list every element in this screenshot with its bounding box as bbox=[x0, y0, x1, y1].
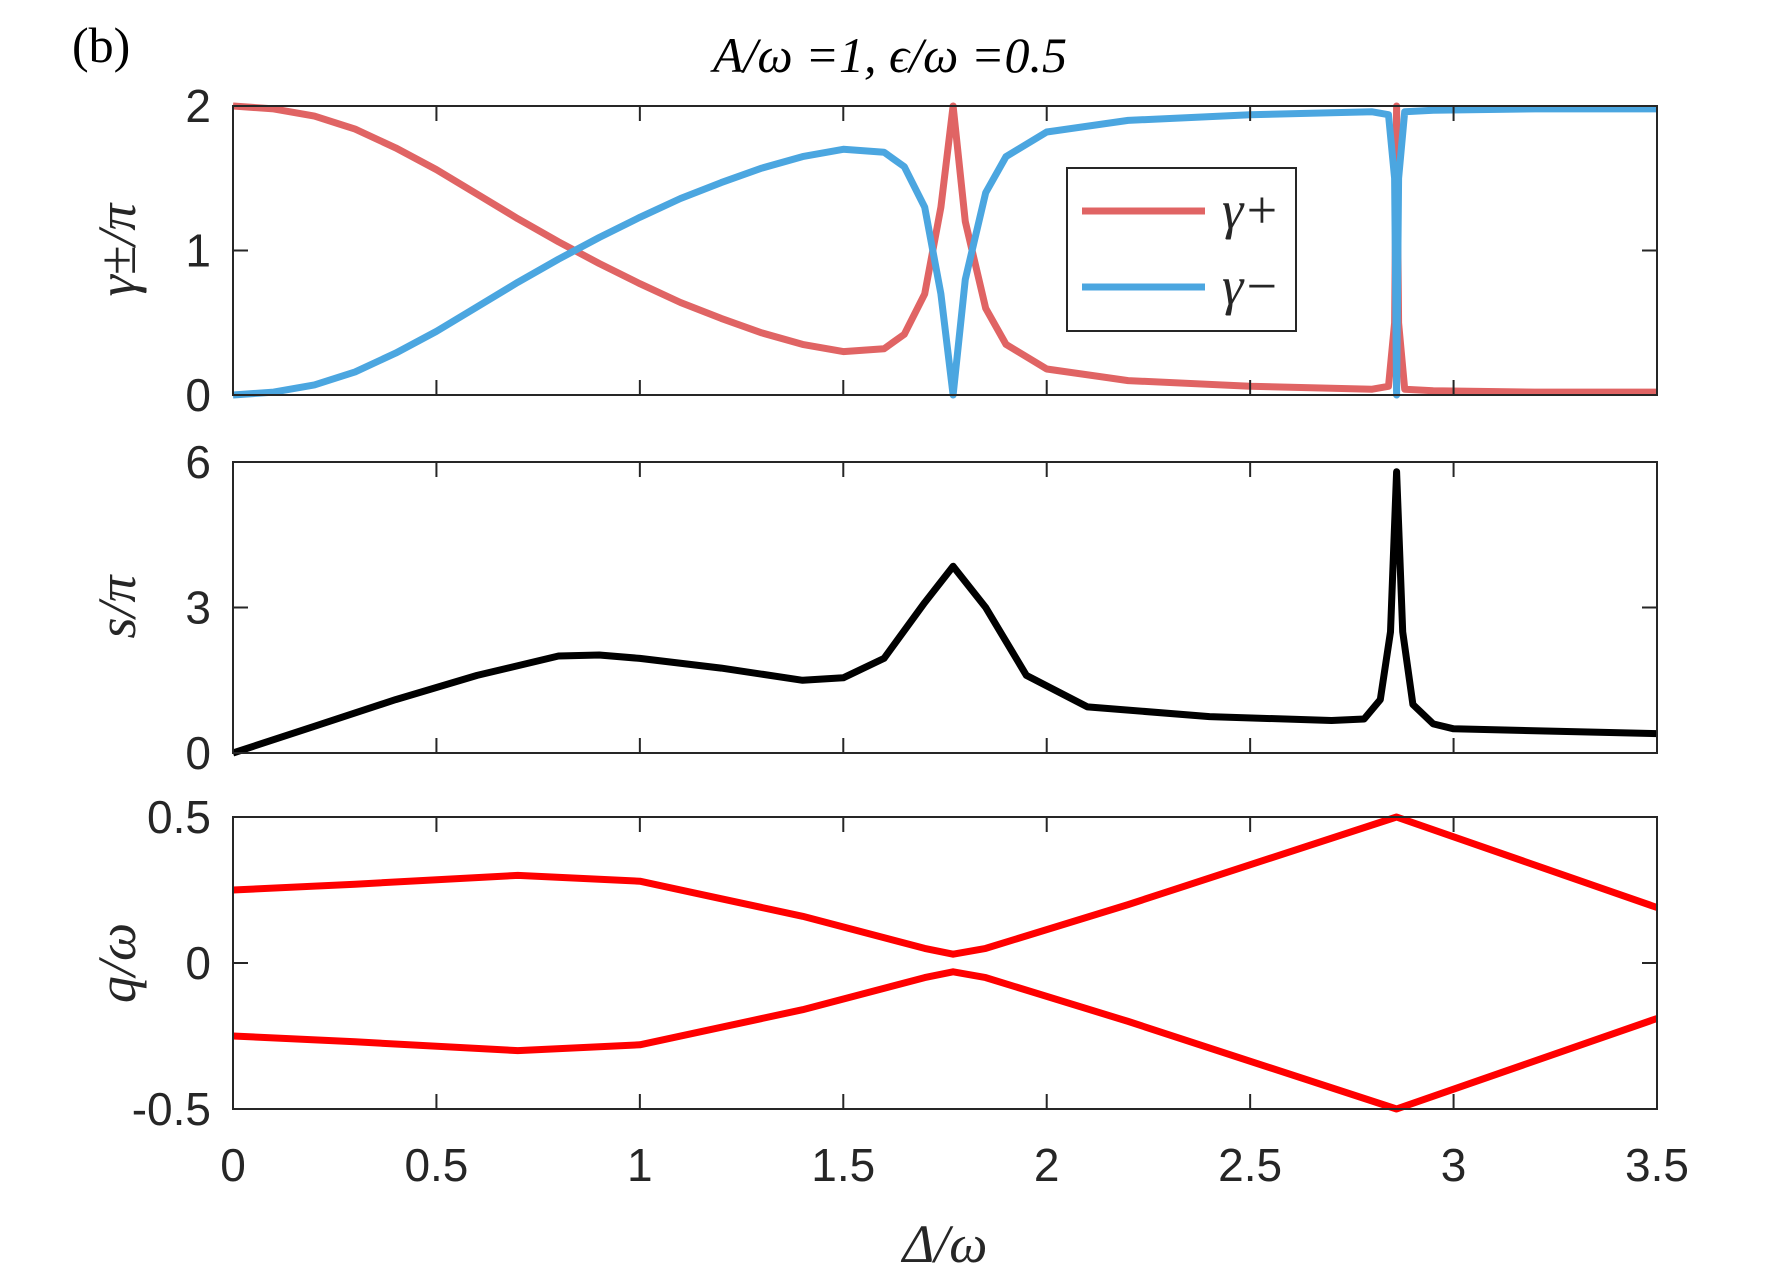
y-tick-label: 3 bbox=[185, 582, 211, 634]
x-tick-label: 3.5 bbox=[1625, 1139, 1689, 1191]
x-tick-label: 1 bbox=[627, 1139, 653, 1191]
x-tick-label: 0 bbox=[220, 1139, 246, 1191]
x-tick-label: 3 bbox=[1441, 1139, 1467, 1191]
x-tick-label: 2.5 bbox=[1218, 1139, 1282, 1191]
x-tick-label: 0.5 bbox=[404, 1139, 468, 1191]
subplot-1: 0 1 2 bbox=[185, 80, 1658, 421]
series-line-s bbox=[231, 468, 1658, 757]
axes-box bbox=[232, 816, 1658, 1110]
y-axis-label-s: s/π bbox=[87, 574, 147, 639]
y-tick-label: 2 bbox=[185, 80, 211, 132]
x-tick-label: 2 bbox=[1034, 1139, 1060, 1191]
series-line-q-lower bbox=[232, 968, 1659, 1113]
panel-label: (b) bbox=[72, 17, 130, 73]
series-line-q-upper bbox=[232, 813, 1659, 958]
subplot-3: -0.500.50 0.5 1 1.5 2 2.5 3 3.5 bbox=[132, 791, 1689, 1191]
x-tick-label: 1.5 bbox=[811, 1139, 875, 1191]
y-axis-label-gamma: γ±/π bbox=[87, 202, 147, 297]
y-axis-label-q: q/ω bbox=[87, 923, 147, 1003]
y-tick-label: 0 bbox=[185, 937, 211, 989]
chart-title: A/ω =1, ϵ/ω =0.5 bbox=[710, 27, 1067, 83]
subplot-2: 0 3 6 bbox=[185, 436, 1658, 779]
legend: γ+ γ− bbox=[1066, 167, 1297, 332]
y-tick-label: 0 bbox=[185, 727, 211, 779]
y-tick-label: 6 bbox=[185, 436, 211, 488]
series-line-γ− bbox=[232, 105, 1657, 399]
legend-label-gamma-plus: γ+ bbox=[1222, 180, 1280, 240]
x-axis-label: Δ/ω bbox=[901, 1214, 988, 1274]
y-tick-label: 0.5 bbox=[147, 791, 211, 843]
y-tick-label: 1 bbox=[185, 225, 211, 277]
y-tick-label: -0.5 bbox=[132, 1083, 211, 1135]
axes-box bbox=[232, 461, 1658, 754]
y-tick-label: 0 bbox=[185, 369, 211, 421]
legend-label-gamma-minus: γ− bbox=[1222, 256, 1280, 316]
